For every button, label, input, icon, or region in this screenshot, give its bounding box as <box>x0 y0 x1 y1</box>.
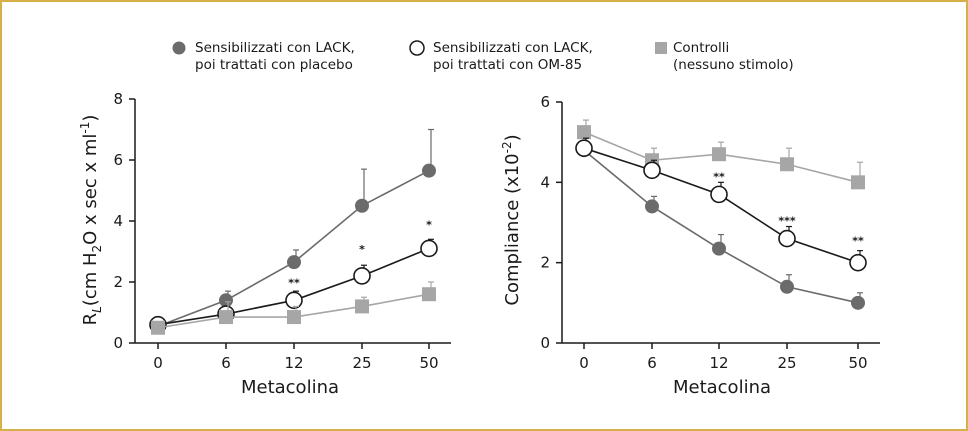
x-tick-label: 0 <box>579 354 589 372</box>
legend-label-placebo-line1: Sensibilizzati con LACK, <box>195 40 355 56</box>
y-axis-title-resistance: RL(cm H2O x sec x ml-1) <box>78 115 104 326</box>
data-point-controls <box>151 320 165 335</box>
x-tick-label: 50 <box>419 354 438 372</box>
legend-label-om85-line2: poi trattati con OM-85 <box>433 57 582 73</box>
data-point-placebo <box>645 199 659 214</box>
x-tick-label: 25 <box>352 354 371 372</box>
legend-marker-square <box>655 42 667 54</box>
x-axis-title-resistance: Metacolina <box>241 377 339 398</box>
legend-label-controls-line2: (nessuno stimolo) <box>673 57 794 73</box>
data-point-placebo <box>780 279 794 294</box>
legend-label-placebo-line2: poi trattati con placebo <box>195 57 353 73</box>
legend-item-om85: Sensibilizzati con LACK, poi trattati co… <box>409 40 593 73</box>
x-tick-label: 6 <box>647 354 657 372</box>
x-tick-label: 0 <box>153 354 163 372</box>
significance-marker: ** <box>713 170 725 183</box>
legend-marker-filled-circle <box>172 41 186 55</box>
x-axis-title-compliance: Metacolina <box>673 377 771 398</box>
data-point-controls <box>219 310 233 325</box>
data-point-controls <box>577 125 591 140</box>
data-point-om85 <box>285 291 303 310</box>
x-tick-label: 50 <box>848 354 867 372</box>
legend-marker-open-circle <box>409 40 425 56</box>
x-tick-label: 25 <box>777 354 796 372</box>
legend: Sensibilizzati con LACK, poi trattati co… <box>172 40 794 73</box>
y-axis-title-compliance: Compliance (x10-2) <box>500 134 523 305</box>
significance-marker: ** <box>852 235 864 248</box>
y-tick-label: 8 <box>113 90 123 108</box>
data-point-om85 <box>849 253 867 272</box>
y-tick-label: 0 <box>113 334 123 352</box>
y-tick-label: 4 <box>113 212 123 230</box>
significance-marker: * <box>359 243 365 256</box>
series-om85 <box>575 137 867 272</box>
y-tick-label: 6 <box>113 151 123 169</box>
series-placebo <box>577 137 865 310</box>
data-point-controls <box>355 299 369 314</box>
y-tick-label: 4 <box>540 173 550 191</box>
significance-marker: * <box>426 219 432 232</box>
data-point-om85 <box>353 267 371 285</box>
legend-label-controls-line1: Controlli <box>673 40 729 56</box>
data-point-placebo <box>355 198 369 213</box>
data-point-om85 <box>710 185 728 204</box>
data-point-placebo <box>851 295 865 310</box>
data-point-placebo <box>712 241 726 256</box>
y-tick-label: 6 <box>540 93 550 111</box>
data-point-controls <box>712 147 726 162</box>
data-point-controls <box>287 310 301 325</box>
legend-label-om85-line1: Sensibilizzati con LACK, <box>433 40 593 56</box>
x-tick-label: 12 <box>284 354 303 372</box>
legend-item-controls: Controlli (nessuno stimolo) <box>655 40 794 73</box>
data-point-om85 <box>575 139 593 157</box>
x-tick-label: 12 <box>709 354 728 372</box>
data-point-placebo <box>422 163 436 178</box>
y-tick-label: 0 <box>540 334 550 352</box>
legend-item-placebo: Sensibilizzati con LACK, poi trattati co… <box>172 40 355 73</box>
data-point-om85 <box>643 161 661 180</box>
x-tick-label: 6 <box>221 354 231 372</box>
data-point-controls <box>422 287 436 302</box>
data-point-om85 <box>778 229 796 248</box>
y-tick-label: 2 <box>540 254 550 272</box>
data-point-placebo <box>287 255 301 270</box>
significance-marker: *** <box>778 215 796 228</box>
y-tick-label: 2 <box>113 273 123 291</box>
data-point-controls <box>851 175 865 190</box>
significance-marker: ** <box>288 277 300 290</box>
data-point-controls <box>780 157 794 172</box>
series-controls <box>151 281 436 335</box>
data-point-om85 <box>420 239 438 258</box>
data-point-placebo <box>219 293 233 308</box>
